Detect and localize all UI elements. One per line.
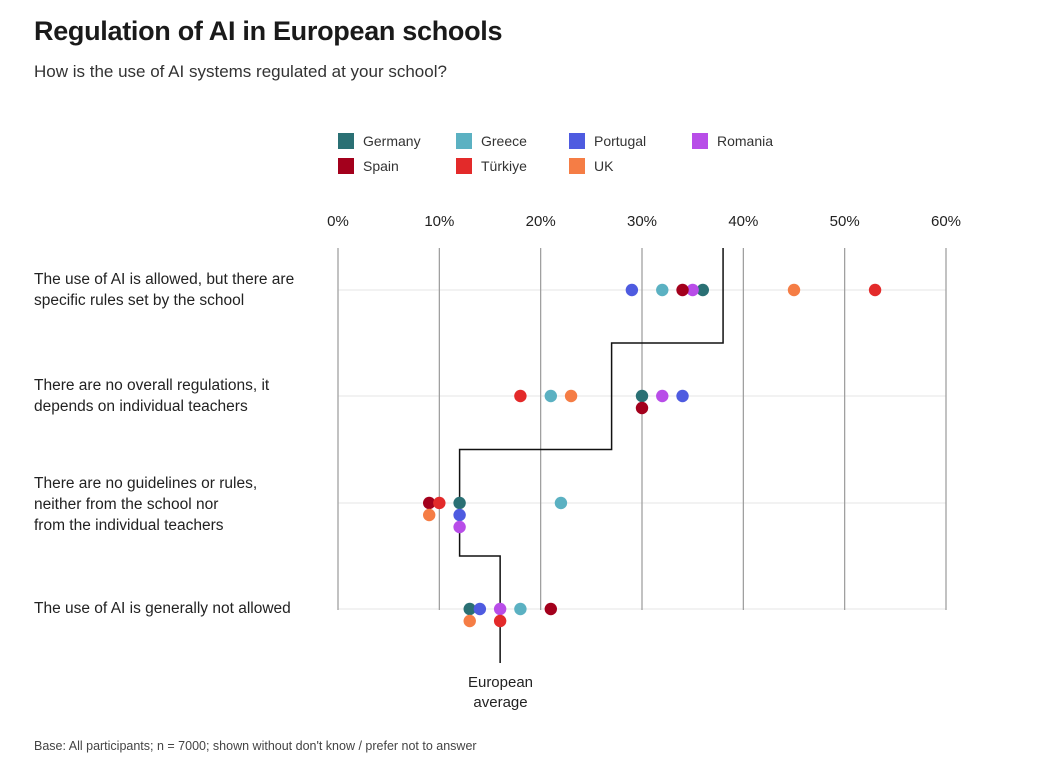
dot-romania [686,283,699,297]
dot-portugal [625,283,639,297]
chart-title: Regulation of AI in European schools [34,16,503,46]
tick-label: 0% [327,213,349,230]
dot-spain [635,401,649,415]
category-label: There are no guidelines or rules, neithe… [34,475,258,534]
legend-swatch [692,133,708,149]
legend-item: Türkiye [456,158,527,174]
legend-label: UK [594,158,614,174]
dot-germany [453,496,466,510]
dot-romania [453,520,466,534]
dot-spain [676,283,689,297]
legend-swatch [569,133,585,149]
legend-item: UK [569,158,613,174]
footnote: Base: All participants; n = 7000; shown … [34,739,477,753]
dot-spain [544,602,557,616]
tick-label: 60% [930,213,962,230]
dot-türkiye [433,496,446,510]
dot-uk [423,508,436,522]
dot-uk [787,283,801,297]
legend-item: Greece [456,133,527,149]
chart-subtitle: How is the use of AI systems regulated a… [34,62,447,81]
european-average-label: European average [467,674,534,711]
dot-türkiye [514,389,527,403]
legend-label: Türkiye [481,158,527,174]
legend-swatch [338,133,354,149]
category-label: The use of AI is allowed, but there are … [34,271,295,309]
tick-label: 40% [728,213,759,230]
dot-romania [493,602,507,616]
dot-türkiye [868,283,882,297]
dot-portugal [473,602,487,616]
legend-item: Spain [338,158,399,174]
legend-swatch [569,158,585,174]
legend-label: Germany [363,133,421,149]
tick-label: 20% [525,213,556,230]
dot-germany [696,283,709,297]
legend-label: Romania [717,133,774,149]
dot-türkiye [493,614,507,628]
dot-greece [656,283,669,297]
dot-germany [635,389,649,403]
dot-romania [656,389,669,403]
legend-item: Germany [338,133,421,149]
category-label: The use of AI is generally not allowed [34,600,291,617]
legend-item: Portugal [569,133,646,149]
dot-greece [554,496,568,510]
legend-label: Spain [363,158,399,174]
legend-swatch [338,158,354,174]
dot-spain [423,496,436,510]
tick-label: 10% [424,213,455,230]
dot-germany [463,602,476,616]
category-label: There are no overall regulations, it dep… [34,377,270,415]
dot-greece [514,602,527,616]
dot-portugal [676,389,689,403]
legend-swatch [456,133,472,149]
dot-uk [564,389,578,403]
legend-swatch [456,158,472,174]
legend-item: Romania [692,133,773,149]
legend-label: Greece [481,133,527,149]
tick-label: 30% [626,213,658,230]
dot-greece [544,389,557,403]
tick-label: 50% [829,213,860,230]
dot-portugal [453,508,466,522]
european-average-line [458,248,724,663]
dot-uk [463,614,476,628]
legend-label: Portugal [594,133,647,149]
